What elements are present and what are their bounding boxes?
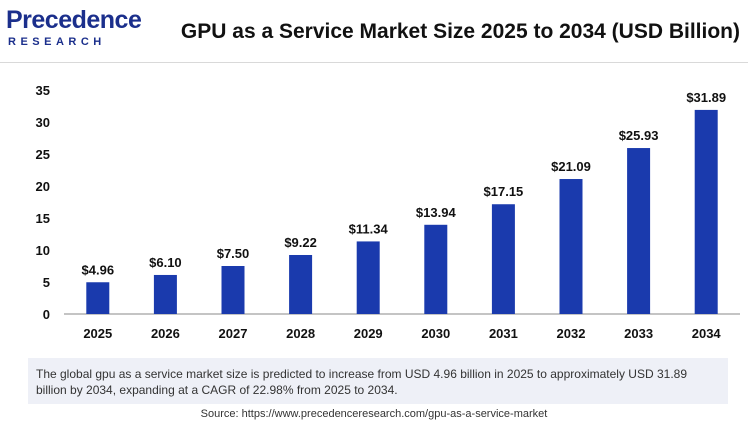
data-label-2025: $4.96 — [82, 262, 115, 277]
bar-2025 — [86, 282, 110, 314]
x-tick-label-2032: 2032 — [557, 326, 586, 341]
chart-title: GPU as a Service Market Size 2025 to 203… — [180, 20, 740, 43]
bar-2033 — [627, 148, 651, 314]
y-tick-label: 5 — [43, 275, 50, 290]
bar-chart-svg: 05101520253035$4.962025$6.102026$7.50202… — [36, 83, 740, 341]
y-tick-label: 25 — [36, 147, 50, 162]
x-tick-label-2034: 2034 — [692, 326, 722, 341]
data-label-2028: $9.22 — [284, 235, 317, 250]
x-tick-label-2028: 2028 — [286, 326, 315, 341]
x-tick-label-2027: 2027 — [219, 326, 248, 341]
bar-2029 — [356, 241, 380, 314]
precedence-research-logo[interactable]: Precedence RESEARCH — [6, 6, 146, 54]
x-tick-label-2030: 2030 — [421, 326, 450, 341]
data-label-2033: $25.93 — [619, 128, 659, 143]
bar-2031 — [491, 204, 515, 314]
bar-2032 — [559, 179, 583, 314]
y-tick-label: 35 — [36, 83, 50, 98]
bar-2034 — [694, 109, 718, 315]
data-label-2029: $11.34 — [349, 221, 389, 236]
data-label-2031: $17.15 — [484, 184, 524, 199]
bar-2030 — [424, 224, 448, 314]
data-label-2026: $6.10 — [149, 255, 182, 270]
header: Precedence RESEARCH GPU as a Service Mar… — [0, 0, 748, 62]
bar-chart: 0 5 10 15 20 25 30 35 $4.96 2025 $6.10 2026 $7.50 202… — [0, 70, 748, 350]
data-label-2034: $31.89 — [686, 90, 726, 105]
source-citation: Source: https://www.precedenceresearch.c… — [200, 408, 548, 420]
logo-wordmark: Precedence — [6, 6, 142, 34]
y-tick-label: 10 — [36, 243, 50, 258]
x-tick-label-2031: 2031 — [489, 326, 518, 341]
x-tick-label-2033: 2033 — [624, 326, 653, 341]
summary-text: The global gpu as a service market size … — [28, 358, 728, 404]
y-tick-label: 15 — [36, 211, 50, 226]
data-label-2030: $13.94 — [416, 205, 457, 220]
x-tick-label-2025: 2025 — [83, 326, 112, 341]
logo-tagline: RESEARCH — [8, 36, 106, 48]
bar-2028 — [289, 254, 313, 314]
header-divider — [0, 62, 748, 63]
y-tick-label: 0 — [43, 307, 50, 322]
bar-2026 — [153, 274, 177, 314]
x-tick-label-2029: 2029 — [354, 326, 383, 341]
y-tick-label: 30 — [36, 115, 50, 130]
x-tick-label-2026: 2026 — [151, 326, 180, 341]
bar-2027 — [221, 266, 245, 314]
y-tick-label: 20 — [36, 179, 50, 194]
data-label-2027: $7.50 — [217, 246, 250, 261]
data-label-2032: $21.09 — [551, 159, 591, 174]
